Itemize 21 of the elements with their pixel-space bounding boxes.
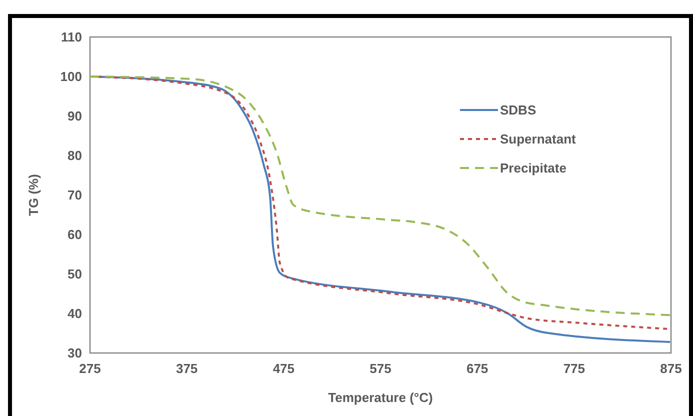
x-tick-label: 775 <box>563 361 586 376</box>
x-tick-label: 475 <box>272 361 295 376</box>
legend-label: Supernatant <box>500 132 577 147</box>
y-tick-label: 110 <box>61 30 82 45</box>
y-tick-label: 80 <box>68 148 82 164</box>
y-axis-title: TG (%) <box>26 174 41 216</box>
x-tick-label: 375 <box>176 361 198 376</box>
y-tick-label: 50 <box>68 266 82 282</box>
y-tick-label: 60 <box>68 227 82 242</box>
x-axis-title: Temperature (°C) <box>328 390 433 405</box>
y-tick-label: 30 <box>68 346 82 361</box>
y-tick-label: 40 <box>68 306 82 322</box>
legend-label: SDBS <box>500 102 536 118</box>
legend-label: Precipitate <box>500 160 566 176</box>
y-tick-label: 70 <box>68 188 82 203</box>
x-tick-label: 575 <box>370 361 392 376</box>
y-tick-label: 90 <box>68 108 82 124</box>
y-tick-label: 100 <box>60 69 82 84</box>
x-tick-label: 875 <box>660 361 682 376</box>
x-tick-label: 275 <box>79 361 101 376</box>
x-tick-label: 675 <box>466 361 488 376</box>
